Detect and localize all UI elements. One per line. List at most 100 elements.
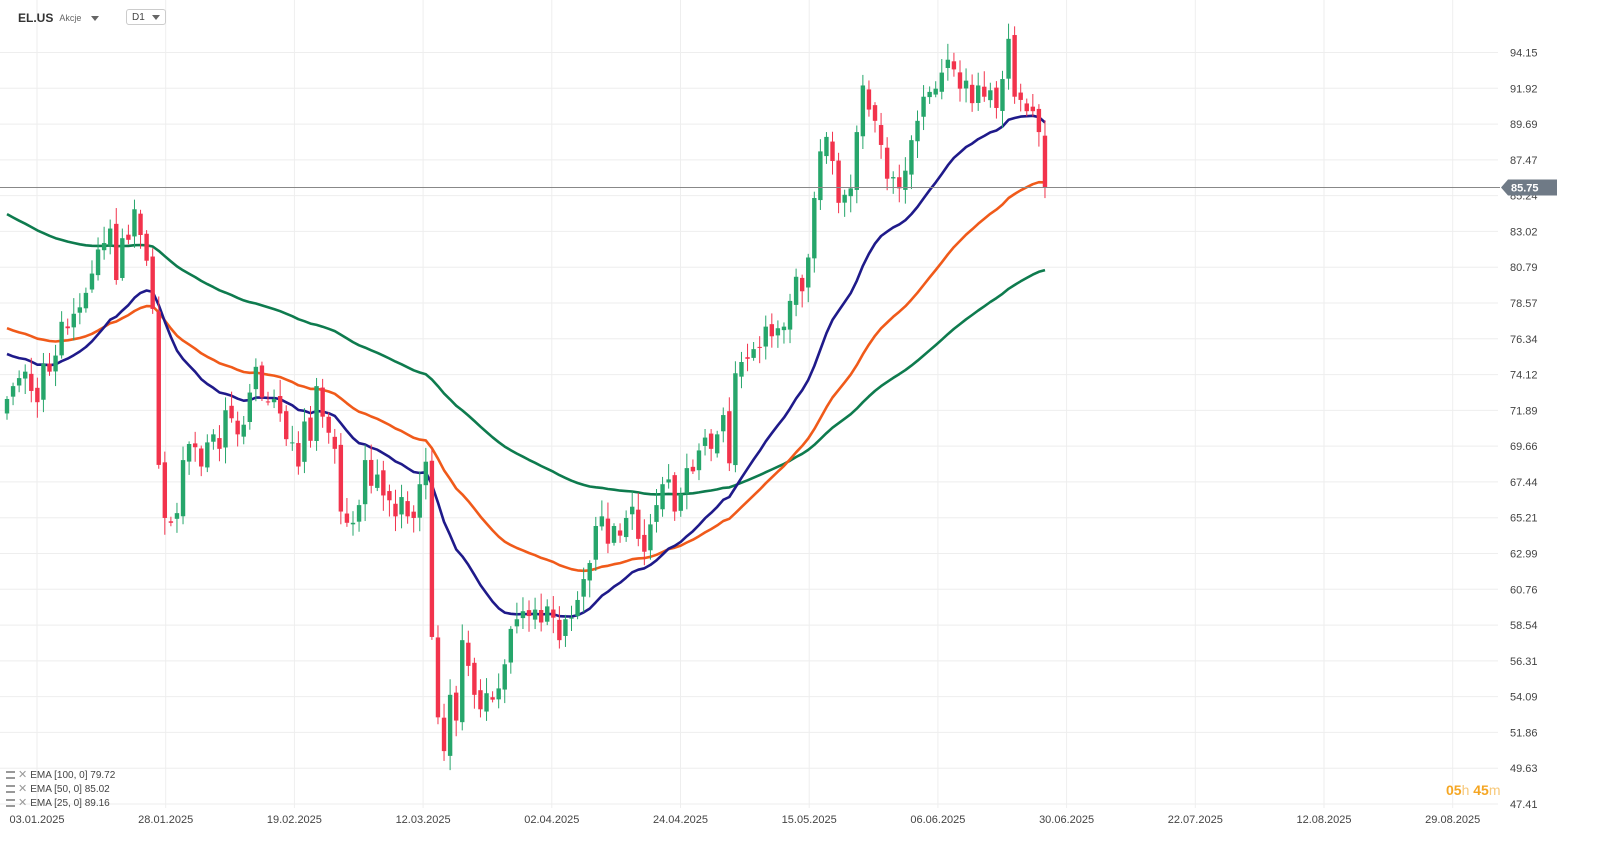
legend-item-ema-25[interactable]: ✕ EMA [25, 0] 89.16 <box>6 796 115 810</box>
candle-up <box>290 442 295 444</box>
y-tick-label: 74.12 <box>1510 370 1538 382</box>
candle-down <box>466 642 471 666</box>
x-tick-label: 19.02.2025 <box>267 814 322 826</box>
candle-up <box>848 188 853 197</box>
candle-down <box>642 534 647 552</box>
y-tick-label: 65.21 <box>1510 513 1538 525</box>
close-icon[interactable]: ✕ <box>18 797 28 809</box>
settings-icon[interactable] <box>6 785 15 793</box>
candle-down <box>387 491 392 501</box>
candle-up <box>599 516 605 527</box>
current-price-marker: 85.75 <box>0 179 1557 196</box>
candlesticks <box>4 23 1048 771</box>
y-tick-label: 76.34 <box>1510 334 1538 346</box>
candle-up <box>648 524 653 551</box>
candle-up <box>532 609 538 620</box>
y-tick-label: 78.57 <box>1510 298 1538 310</box>
candle-down <box>727 411 732 464</box>
candle-down <box>557 619 562 641</box>
settings-icon[interactable] <box>6 771 15 779</box>
candle-up <box>247 392 252 422</box>
candle-up <box>963 80 969 89</box>
chevron-down-icon[interactable] <box>91 15 100 21</box>
close-icon[interactable]: ✕ <box>18 769 28 781</box>
candle-up <box>988 90 993 101</box>
candle-up <box>739 362 744 377</box>
y-tick-label: 51.86 <box>1510 727 1538 739</box>
candle-down <box>708 433 714 449</box>
y-tick-label: 58.54 <box>1510 620 1538 632</box>
candle-up <box>89 273 95 290</box>
y-tick-label: 83.02 <box>1510 226 1538 238</box>
candle-up <box>696 450 702 471</box>
candle-down <box>320 387 325 417</box>
candle-down <box>326 416 331 433</box>
price-axis[interactable]: 94.1591.9289.6987.4785.2483.0280.7978.57… <box>1510 48 1538 812</box>
legend-item-ema-100[interactable]: ✕ EMA [100, 0] 79.72 <box>6 768 115 782</box>
y-tick-label: 54.09 <box>1510 692 1538 704</box>
candle-up <box>976 85 981 103</box>
chevron-down-icon <box>152 14 160 20</box>
candle-down <box>156 311 161 465</box>
x-tick-label: 15.05.2025 <box>782 814 837 826</box>
y-tick-label: 62.99 <box>1510 549 1538 561</box>
candle-up <box>733 373 738 466</box>
candle-up <box>812 198 817 259</box>
candle-down <box>29 373 34 391</box>
ema-lines <box>6 114 1046 618</box>
candle-up <box>41 363 46 400</box>
candle-down <box>866 89 872 110</box>
candle-up <box>781 326 787 331</box>
candle-up <box>23 371 28 379</box>
candle-up <box>375 474 380 488</box>
legend-item-ema-50[interactable]: ✕ EMA [50, 0] 85.02 <box>6 782 115 796</box>
candle-up <box>933 88 938 95</box>
time-axis[interactable]: 03.01.2025 28.01.2025 19.02.2025 12.03.2025… <box>9 814 1480 826</box>
x-tick-label: 28.01.2025 <box>138 814 193 826</box>
candle-down <box>441 717 447 752</box>
close-icon[interactable]: ✕ <box>18 783 28 795</box>
candle-down <box>453 692 459 721</box>
candle-down <box>897 177 902 189</box>
y-tick-label: 56.31 <box>1510 656 1538 668</box>
y-tick-label: 47.41 <box>1510 799 1538 811</box>
candle-up <box>891 177 896 179</box>
candle-down <box>538 610 544 623</box>
instrument-selector[interactable]: EL.US Akcje <box>18 9 100 27</box>
timeframe-label: D1 <box>132 11 145 23</box>
candle-down <box>296 443 301 467</box>
candle-up <box>520 611 526 619</box>
candle-up <box>356 505 362 522</box>
candle-up <box>824 136 829 157</box>
candle-up <box>77 307 83 313</box>
candle-down <box>799 277 805 292</box>
candle-up <box>107 228 113 246</box>
candle-down <box>381 470 386 496</box>
x-tick-label: 06.06.2025 <box>910 814 965 826</box>
candle-up <box>793 276 799 305</box>
candle-up <box>423 461 429 486</box>
timeframe-select[interactable]: D1 <box>126 9 166 25</box>
candle-up <box>702 437 708 446</box>
symbol-label[interactable]: EL.US <box>18 11 54 25</box>
current-price-label: 85.75 <box>1511 183 1539 195</box>
candle-down <box>259 365 265 398</box>
candle-up <box>654 505 659 522</box>
candle-up <box>660 484 665 510</box>
y-tick-label: 94.15 <box>1510 48 1538 60</box>
x-tick-label: 12.03.2025 <box>396 814 451 826</box>
candle-down <box>769 324 775 337</box>
candle-up <box>915 120 920 142</box>
candle-up <box>95 249 101 276</box>
x-tick-label: 03.01.2025 <box>9 814 64 826</box>
candle-up <box>132 209 137 237</box>
candle-down <box>217 438 222 449</box>
candle-down <box>126 234 131 240</box>
candle-down <box>830 141 835 162</box>
y-tick-label: 71.89 <box>1510 405 1538 417</box>
settings-icon[interactable] <box>6 799 15 807</box>
candle-down <box>672 475 677 512</box>
candle-down <box>162 462 168 518</box>
candle-up <box>350 522 356 525</box>
